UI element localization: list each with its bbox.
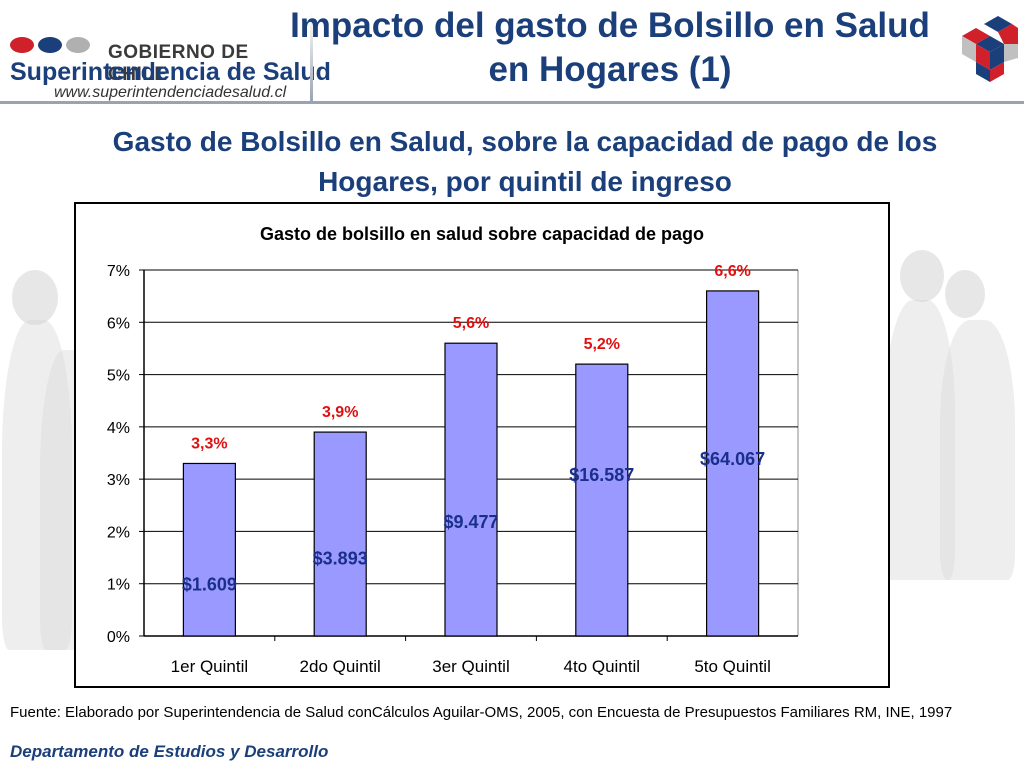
bar-chart: 0% 1% 2% 3% 4% 5% 6% 7% 3,3% $1.609 1er Quintil 3,9… [107,263,799,676]
y-tick-label: 7% [107,263,130,280]
amount-label: $64.067 [700,449,765,469]
data-label: 3,3% [191,435,227,452]
header-divider [0,101,1024,104]
x-tick-label: 4to Quintil [564,657,641,676]
amount-label: $3.893 [313,549,368,569]
amount-label: $1.609 [182,575,237,595]
data-label: 5,2% [584,336,620,353]
department-label: Departamento de Estudios y Desarrollo [10,742,329,761]
y-tick-label: 1% [107,577,130,594]
chart-subtitle: Gasto de Bolsillo en Salud, sobre la cap… [112,126,938,197]
amount-label: $16.587 [569,465,634,485]
y-tick-label: 4% [107,420,130,437]
x-tick-label: 2do Quintil [300,657,381,676]
y-tick-label: 2% [107,524,130,541]
x-tick-label: 1er Quintil [171,657,248,676]
chart-title: Gasto de bolsillo en salud sobre capacid… [259,224,705,244]
data-label: 5,6% [453,315,489,332]
bar [575,363,629,637]
amount-label: $9.477 [443,512,498,532]
x-tick-label: 3er Quintil [432,657,509,676]
chart-container: Gasto de bolsillo en salud sobre capacid… [74,202,890,688]
bar [705,290,760,637]
org-name: Superintendencia de Salud [10,58,331,86]
page-title: Impacto del gasto de Bolsillo en Salud e… [290,6,930,89]
bar [182,462,237,637]
header-divider-vertical [310,12,313,102]
y-tick-label: 6% [107,315,130,332]
gov-label: GOBIERNO DE CHILE [108,42,249,85]
source-note: Fuente: Elaborado por Superintendencia d… [10,704,953,721]
bar [444,342,498,637]
bar [313,431,367,637]
data-label: 6,6% [714,263,750,280]
data-label: 3,9% [322,404,358,421]
website-link[interactable]: www.superintendenciadesalud.cl [54,84,287,101]
logo: GOBIERNO DE CHILE Superintendencia de Sa… [4,20,331,101]
flag-cube-icon [962,16,1018,82]
y-tick-label: 3% [107,472,130,489]
x-tick-label: 5to Quintil [694,657,771,676]
y-tick-label: 0% [107,629,130,646]
logo-icon [10,37,90,53]
y-tick-label: 5% [107,368,130,385]
